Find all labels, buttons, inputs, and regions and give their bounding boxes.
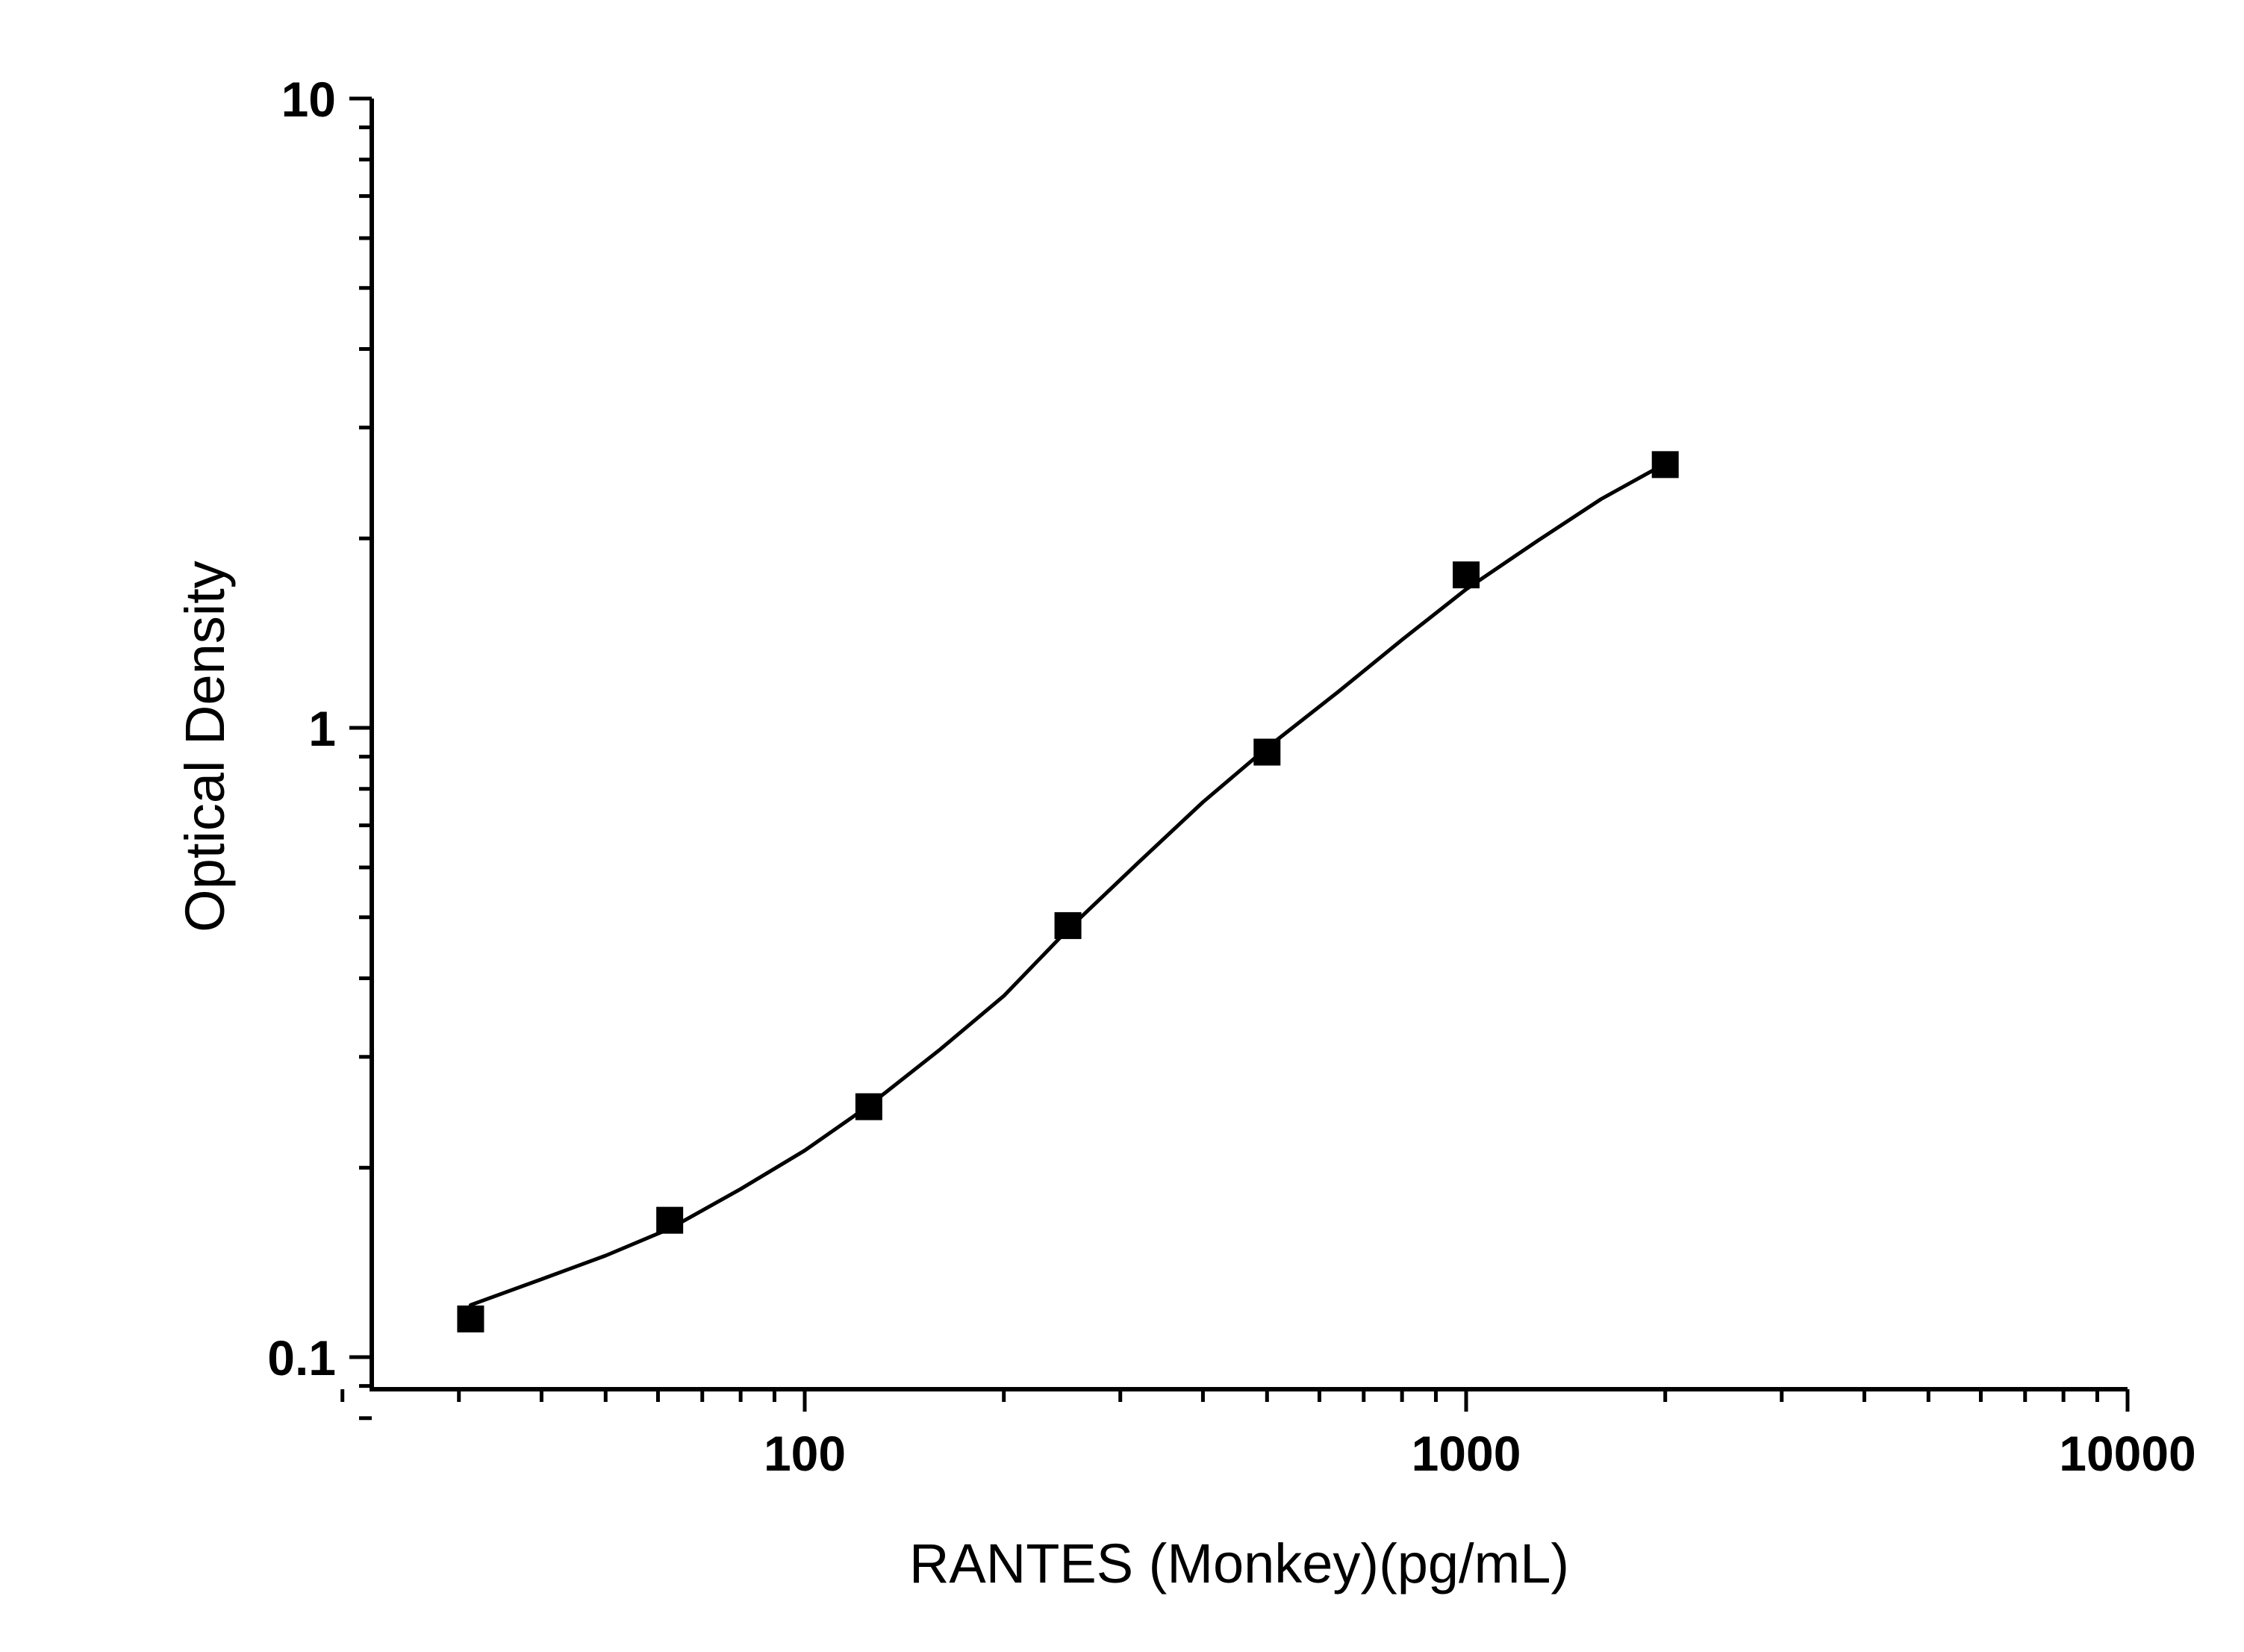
data-point: [1054, 911, 1082, 939]
x-axis: 100 1000 10000: [340, 1387, 2196, 1481]
data-point: [457, 1305, 484, 1332]
y-ticks: 0.1 1 10: [267, 72, 372, 1421]
data-point: [1253, 738, 1281, 766]
fit-curve: [468, 461, 1668, 1307]
y-tick-label: 0.1: [267, 1330, 336, 1386]
data-point: [1651, 451, 1679, 479]
y-axis: 0.1 1 10: [267, 72, 374, 1421]
y-tick-label: 10: [281, 72, 336, 127]
y-tick-label: 1: [308, 701, 336, 756]
data-points: [457, 451, 1679, 1332]
x-tick-label: 100: [764, 1426, 846, 1481]
y-axis-title: Optical Density: [174, 561, 236, 932]
x-tick-label: 1000: [1412, 1426, 1521, 1481]
data-point: [855, 1093, 882, 1120]
fit-curve-layer: [468, 461, 1668, 1307]
x-tick-label: 10000: [2059, 1426, 2196, 1481]
x-axis-title: RANTES (Monkey)(pg/mL): [909, 1533, 1569, 1595]
x-ticks: 100 1000 10000: [340, 1389, 2196, 1481]
data-point: [1453, 561, 1480, 589]
data-point: [656, 1206, 684, 1234]
